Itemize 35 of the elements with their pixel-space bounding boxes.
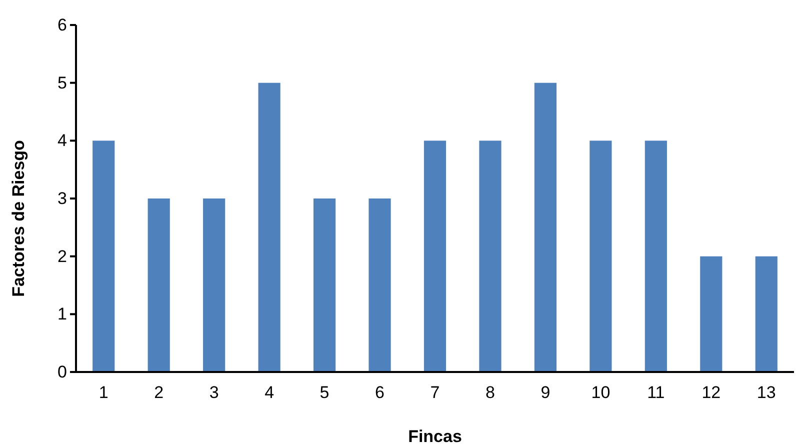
y-axis-title: Factores de Riesgo — [9, 140, 28, 297]
bar — [368, 198, 391, 372]
bar — [590, 140, 612, 372]
y-tick-label: 2 — [58, 246, 67, 266]
y-tick-label: 0 — [58, 362, 67, 382]
x-tick-label: 6 — [375, 383, 385, 402]
x-tick-label: 8 — [485, 383, 495, 402]
bar — [258, 82, 280, 372]
bar — [313, 198, 336, 372]
bar — [92, 140, 115, 372]
bar — [424, 140, 446, 372]
x-tick-label: 13 — [756, 383, 776, 402]
x-axis-title: Fincas — [408, 427, 462, 446]
x-tick-label: 9 — [540, 383, 550, 402]
y-tick-label: 1 — [58, 304, 67, 324]
x-tick-label: 2 — [154, 383, 164, 402]
bar — [755, 256, 778, 372]
y-tick-label: 4 — [58, 131, 67, 150]
y-tick-label: 6 — [58, 15, 67, 34]
bar — [148, 198, 170, 372]
bar — [534, 82, 557, 372]
bar — [644, 140, 667, 372]
bar — [700, 256, 722, 372]
x-tick-label: 4 — [264, 383, 274, 402]
x-tick-label: 5 — [320, 383, 330, 402]
x-tick-label: 3 — [209, 383, 219, 402]
x-tick-label: 10 — [591, 383, 610, 402]
x-tick-label: 7 — [430, 383, 440, 402]
bar — [203, 198, 226, 372]
y-tick-label: 5 — [58, 73, 67, 92]
x-tick-label: 11 — [647, 383, 665, 402]
bar — [479, 140, 502, 372]
x-tick-label: 1 — [98, 383, 108, 402]
x-tick-label: 12 — [702, 383, 721, 402]
y-tick-label: 3 — [58, 188, 67, 208]
